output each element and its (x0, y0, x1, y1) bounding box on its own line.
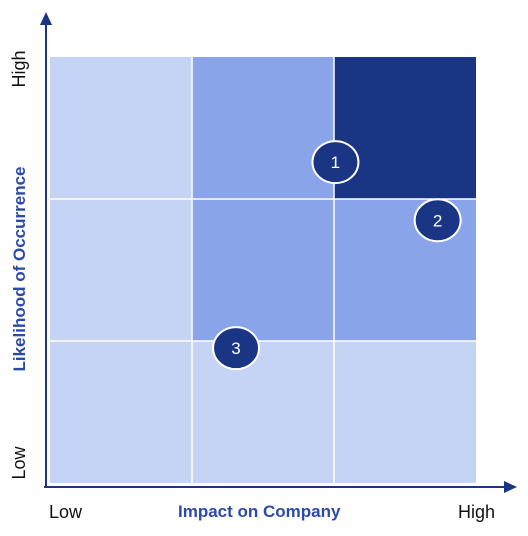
risk-marker-1: 1 (311, 140, 360, 185)
x-axis-high-label: High (458, 502, 496, 522)
risk-marker-3: 3 (212, 326, 261, 371)
risk-marker-2: 2 (413, 198, 462, 243)
risk-marker-label: 3 (231, 339, 240, 358)
y-axis-low-label: Low (9, 446, 29, 480)
matrix-cell-medium-impact-high-likelihood (192, 57, 334, 199)
risk-marker-label: 1 (331, 153, 340, 172)
x-axis-low-label: Low (49, 502, 83, 522)
matrix-cell-high-impact-high-likelihood (334, 57, 476, 199)
matrix-cell-medium-impact-medium-likelihood (192, 199, 334, 341)
matrix-gridlines (50, 57, 476, 483)
matrix-cell-low-impact-high-likelihood (50, 57, 192, 199)
matrix-axes (40, 12, 517, 493)
x-axis-arrow-icon (504, 481, 517, 493)
x-axis-title: Impact on Company (178, 502, 341, 521)
y-axis-title: Likelihood of Occurrence (10, 166, 29, 372)
matrix-cell-high-impact-low-likelihood (334, 341, 476, 483)
risk-marker-circle (212, 326, 261, 371)
y-axis-arrow-icon (40, 12, 52, 25)
matrix-cells (50, 57, 476, 483)
risk-marker-circle (311, 140, 360, 185)
risk-markers: 1 2 3 (212, 140, 462, 371)
y-axis-high-label: High (9, 50, 29, 88)
risk-marker-circle (413, 198, 462, 243)
risk-marker-label: 2 (433, 211, 442, 230)
matrix-cell-medium-impact-low-likelihood (192, 341, 334, 483)
matrix-cell-low-impact-low-likelihood (50, 341, 192, 483)
matrix-cell-low-impact-medium-likelihood (50, 199, 192, 341)
